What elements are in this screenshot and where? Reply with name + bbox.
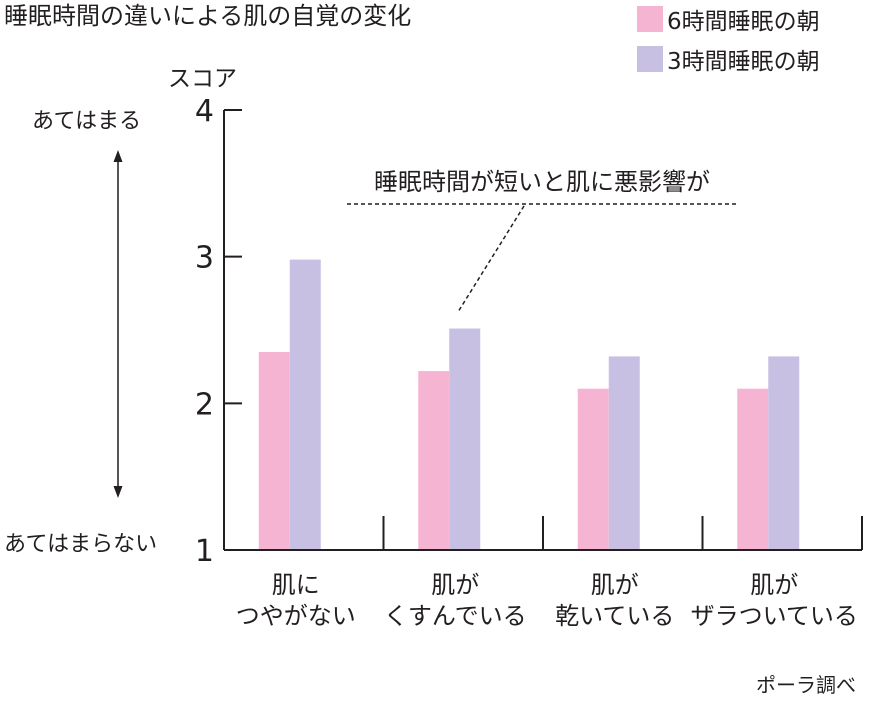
scale-arrow-up-head [113,150,123,162]
category-label: くすんでいる [384,602,527,630]
bar-1 [418,371,450,550]
category-label: 肌が [591,571,639,599]
bar-2 [289,259,321,550]
y-tick-label: 3 [195,241,214,276]
legend-swatch [637,6,663,32]
scale-label-top: あてはまる [32,109,141,134]
legend-label: 3時間睡眠の朝 [667,49,820,75]
y-tick-label: 4 [195,94,214,129]
bar-2 [449,328,481,550]
category-label: ザラついている [691,602,858,630]
bar-1 [737,388,769,550]
category-label: 乾いている [555,602,674,630]
bars [258,259,800,550]
y-tick-label: 2 [195,387,214,422]
y-tick-label: 1 [195,534,214,569]
bar-1 [258,352,290,550]
annotation: 睡眠時間が短いと肌に悪影響が [347,168,738,313]
bar-1 [577,388,609,550]
category-label: 肌が [750,571,798,599]
legend-swatch [637,46,663,72]
annotation-pointer-line [457,205,525,313]
y-axis-title: スコア [168,66,237,92]
category-label: 肌に [272,571,320,599]
source-note: ポーラ調べ [756,673,856,697]
y-axis: 1 2 3 4 [195,94,242,569]
annotation-text: 睡眠時間が短いと肌に悪影響が [374,168,710,196]
scale-arrow-down-head [113,486,123,498]
category-label: つやがない [236,602,356,630]
scale-arrow [113,150,123,498]
bar-2 [768,356,800,550]
bar-2 [608,356,640,550]
scale-label-bottom: あてはまらない [4,532,157,557]
category-label: 肌が [431,571,479,599]
legend: 6時間睡眠の朝 3時間睡眠の朝 [637,6,820,75]
chart-title: 睡眠時間の違いによる肌の自覚の変化 [4,2,411,30]
legend-label: 6時間睡眠の朝 [667,9,820,35]
